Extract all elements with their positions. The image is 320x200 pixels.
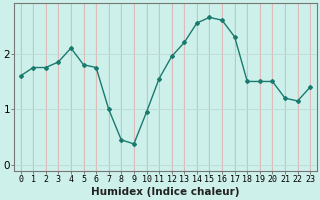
X-axis label: Humidex (Indice chaleur): Humidex (Indice chaleur) bbox=[91, 187, 240, 197]
